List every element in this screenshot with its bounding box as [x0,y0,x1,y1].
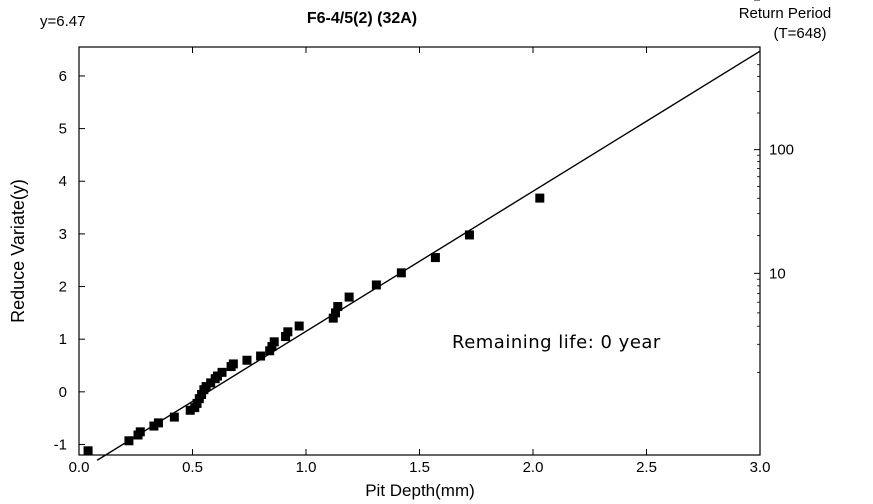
data-point [333,302,343,312]
data-point [217,367,227,377]
data-point [281,332,291,342]
y-tick-label: 3 [59,226,67,243]
data-point [283,327,293,337]
data-point [294,321,304,331]
remaining-life-annotation: Remaining life: 0 year [452,332,661,353]
data-point [185,405,195,415]
right-tick-label: 1 [769,0,777,4]
data-point [344,292,354,302]
data-point [124,436,134,446]
y-tick-label: 1 [59,331,67,348]
data-point [153,418,163,428]
data-point [396,268,406,278]
data-point [135,427,145,437]
right-tick-label: 10 [769,265,786,282]
right-axis-title-line1: Return Period [739,5,832,22]
data-point [242,355,252,365]
data-point [197,389,207,399]
y-tick-label: 2 [59,279,67,296]
right-axis-title-line2: (T=648) [774,25,827,42]
x-tick-label: 2.5 [636,459,657,476]
data-point [328,313,338,323]
data-point [331,308,341,318]
data-point [464,230,474,240]
data-point [149,421,159,431]
y-tick-label: 5 [59,121,67,138]
data-point [212,371,222,381]
x-tick-label: 1.0 [296,459,317,476]
data-point [371,280,381,290]
data-point [192,398,202,408]
corner-left-label: y=6.47 [40,13,85,30]
data-point [201,382,211,392]
x-axis-title: Pit Depth(mm) [365,481,475,500]
data-point [169,412,179,422]
x-tick-label: 0.5 [182,459,203,476]
x-tick-label: 1.5 [409,459,430,476]
data-point [535,193,545,203]
data-point [269,337,279,347]
chart-title: F6-4/5(2) (32A) [307,10,417,27]
y-tick-label: 4 [59,173,67,190]
x-tick-label: 0.0 [69,459,90,476]
data-point [206,378,216,388]
y-axis-title: Reduce Variate(y) [8,179,28,323]
x-tick-label: 2.0 [523,459,544,476]
chart-marks: 0.0 0.5 1.0 1.5 2.0 2.5 3.0 -1 0 1 2 3 4 5 6 1 10 100 [54,0,794,476]
data-point [228,359,238,369]
data-point [256,351,266,361]
data-point [267,342,277,352]
y-tick-label: 6 [59,68,67,85]
data-point [83,446,93,456]
y-tick-label: -1 [54,436,67,453]
x-tick-label: 3.0 [750,459,771,476]
plot-area [78,46,761,456]
data-point [430,253,440,263]
y-tick-label: 0 [59,384,67,401]
right-tick-label: 100 [769,142,794,159]
